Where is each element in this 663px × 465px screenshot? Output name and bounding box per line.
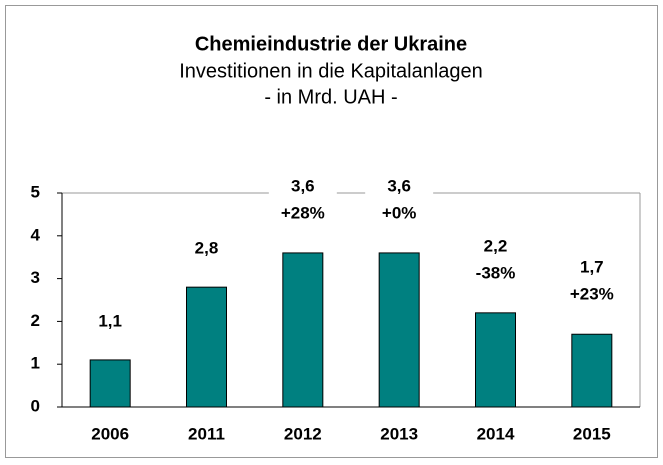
chart-subtitle: Investitionen in die Kapitalanlagen <box>179 60 483 82</box>
label-bg <box>557 255 626 310</box>
x-tick-label: 2014 <box>477 424 515 443</box>
y-tick-label: 3 <box>31 268 40 287</box>
bar <box>282 252 324 408</box>
bar <box>186 286 227 408</box>
label-bg <box>461 233 530 288</box>
x-tick-label: 2013 <box>380 424 418 443</box>
value-label: 2,8 <box>195 239 219 258</box>
bar <box>378 252 420 408</box>
label-bg <box>76 308 145 335</box>
x-tick-label: 2011 <box>188 424 225 443</box>
x-tick-label: 2012 <box>284 424 322 443</box>
label-bg <box>172 236 241 263</box>
change-label: +23% <box>570 285 614 304</box>
label-bg <box>268 173 337 228</box>
chart-title: Chemieindustrie der Ukraine <box>195 33 467 55</box>
value-label: 3,6 <box>387 176 411 195</box>
bar <box>475 312 516 408</box>
y-tick-label: 2 <box>31 311 40 330</box>
y-tick-label: 0 <box>31 396 40 415</box>
value-label: 1,7 <box>580 258 604 277</box>
label-bg <box>365 173 434 228</box>
x-tick-label: 2015 <box>573 424 611 443</box>
bar <box>571 333 613 408</box>
bar <box>89 359 131 408</box>
value-label: 3,6 <box>291 176 315 195</box>
y-tick-label: 5 <box>31 182 40 201</box>
x-tick-label: 2006 <box>91 424 129 443</box>
y-tick-label: 1 <box>31 354 40 373</box>
change-label: +28% <box>281 203 325 222</box>
y-tick-label: 4 <box>31 225 41 244</box>
change-label: -38% <box>476 263 516 282</box>
chart-subtitle: - in Mrd. UAH - <box>264 86 397 108</box>
value-label: 2,2 <box>484 236 508 255</box>
change-label: +0% <box>382 203 417 222</box>
value-label: 1,1 <box>98 311 122 330</box>
